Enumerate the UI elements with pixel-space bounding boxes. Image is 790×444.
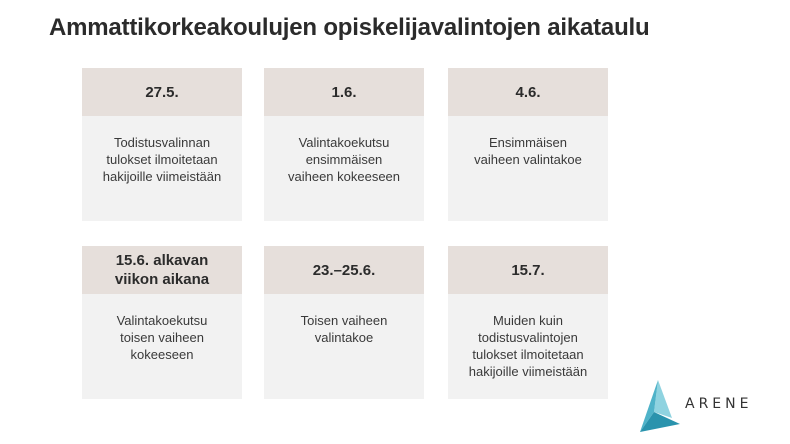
slide-title: Ammattikorkeakoulujen opiskelijavalintoj… (49, 14, 650, 41)
schedule-card: 27.5. Todistusvalinnan tulokset ilmoitet… (82, 68, 242, 221)
logo-text: ARENE (685, 396, 753, 412)
arene-triangle-logo-icon (640, 380, 680, 432)
card-date: 27.5. (82, 68, 242, 116)
schedule-card: 15.6. alkavan viikon aikana Valintakoeku… (82, 246, 242, 399)
card-description: Ensimmäisen vaiheen valintakoe (474, 135, 582, 167)
schedule-card: 1.6. Valintakoekutsu ensimmäisen vaiheen… (264, 68, 424, 221)
card-date: 23.–25.6. (264, 246, 424, 294)
card-description: Toisen vaiheen valintakoe (300, 313, 388, 345)
card-date: 4.6. (448, 68, 608, 116)
card-description: Muiden kuin todistusvalintojen tulokset … (468, 313, 588, 379)
arene-logo: ARENE (636, 378, 766, 436)
card-description: Valintakoekutsu ensimmäisen vaiheen koke… (287, 135, 401, 184)
schedule-card: 4.6. Ensimmäisen vaiheen valintakoe (448, 68, 608, 221)
schedule-card: 23.–25.6. Toisen vaiheen valintakoe (264, 246, 424, 399)
card-date: 15.7. (448, 246, 608, 294)
card-date: 15.6. alkavan viikon aikana (82, 246, 242, 294)
card-description: Todistusvalinnan tulokset ilmoitetaan ha… (102, 135, 222, 184)
card-description: Valintakoekutsu toisen vaiheen kokeeseen (116, 313, 208, 362)
schedule-card: 15.7. Muiden kuin todistusvalintojen tul… (448, 246, 608, 399)
card-date: 1.6. (264, 68, 424, 116)
